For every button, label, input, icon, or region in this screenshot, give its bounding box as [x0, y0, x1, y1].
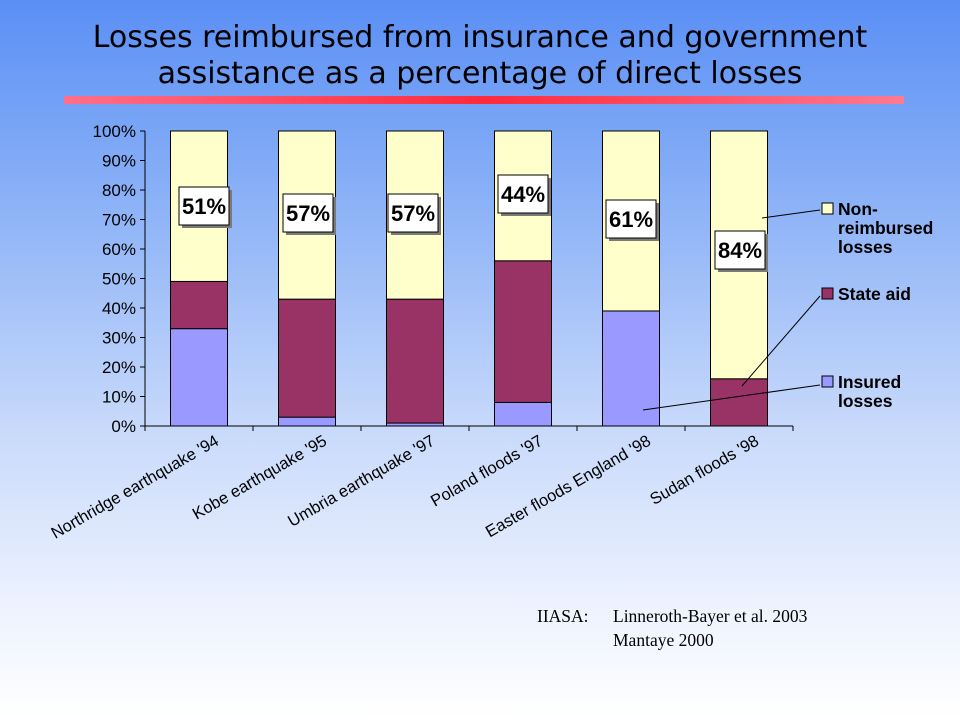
legend-label: losses — [838, 391, 893, 411]
data-label-box — [178, 186, 230, 226]
data-label: 61% — [609, 207, 653, 232]
data-label: 84% — [718, 238, 762, 263]
data-label-box — [497, 174, 549, 214]
y-tick-label: 70% — [102, 211, 136, 230]
bar-segment — [710, 378, 768, 427]
legend-leader-line — [761, 209, 821, 219]
bar-segment — [278, 416, 336, 427]
y-tick-label: 40% — [102, 299, 136, 318]
title-line-1: Losses reimbursed from insurance and gov… — [92, 20, 868, 55]
title-line-2: assistance as a percentage of direct los… — [157, 56, 803, 91]
data-label: 57% — [391, 201, 435, 226]
citation-label: IIASA: — [537, 606, 589, 626]
y-tick-label: 60% — [102, 240, 136, 259]
y-tick-label: 10% — [102, 388, 136, 407]
y-tick-label: 0% — [111, 417, 136, 436]
data-label-box — [387, 193, 439, 233]
legend-swatch — [821, 287, 834, 300]
y-tick-label: 100% — [93, 122, 136, 141]
citation-line-2: Mantaye 2000 — [613, 630, 714, 650]
legend-leader-line — [741, 295, 821, 387]
legend-label: losses — [838, 237, 893, 257]
bar-segment — [386, 298, 444, 424]
bar-segment — [494, 260, 552, 403]
y-tick-label: 90% — [102, 152, 136, 171]
legend-label: reimbursed — [838, 218, 933, 238]
citation: IIASA: Linneroth-Bayer et al. 2003 Mantay… — [537, 604, 807, 652]
data-label: 51% — [182, 194, 226, 219]
title-divider — [64, 96, 904, 104]
data-label-box — [714, 230, 766, 270]
x-tick-label: Northridge earthquake '94 — [48, 432, 222, 543]
bar-segment — [494, 401, 552, 427]
legend-swatch — [821, 375, 834, 388]
y-tick-label: 50% — [102, 270, 136, 289]
data-label-box — [605, 199, 657, 239]
legend-label: Insured — [838, 372, 901, 392]
citation-line-1: Linneroth-Bayer et al. 2003 — [613, 606, 808, 626]
chart-title: Losses reimbursed from insurance and gov… — [0, 20, 960, 92]
legend-label: State aid — [838, 284, 911, 304]
bar-segment — [602, 310, 660, 427]
legend-leader-line — [642, 384, 821, 411]
bar-segment — [170, 280, 228, 330]
data-label-box — [282, 193, 334, 233]
bar-segment — [278, 298, 336, 418]
data-label: 57% — [286, 201, 330, 226]
y-tick-label: 80% — [102, 181, 136, 200]
data-label: 44% — [501, 182, 545, 207]
bar-segment — [170, 328, 228, 427]
x-tick-label: Sudan floods '98 — [647, 432, 762, 509]
y-tick-label: 20% — [102, 358, 136, 377]
legend-label: Non- — [838, 199, 878, 219]
legend-swatch — [821, 202, 834, 215]
y-tick-label: 30% — [102, 329, 136, 348]
